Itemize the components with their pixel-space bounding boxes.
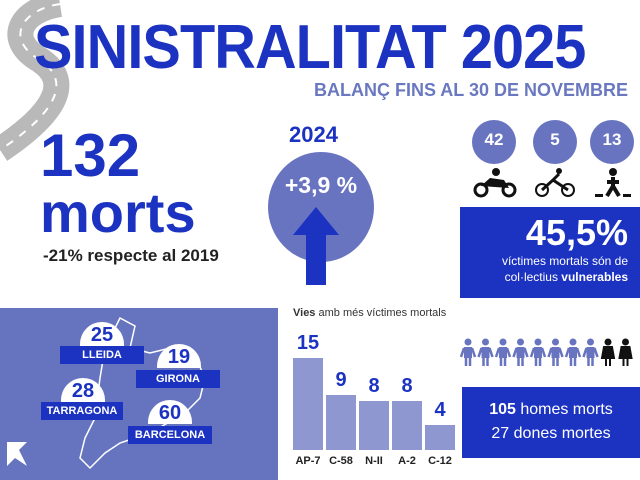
man-icon xyxy=(564,338,582,366)
man-icon xyxy=(460,338,477,366)
bar-label: C-58 xyxy=(329,455,353,467)
bar-label: A-2 xyxy=(398,455,416,467)
tarragona-label: TARRAGONA xyxy=(41,402,123,420)
man-icon xyxy=(494,338,512,366)
pedestrian-count: 13 xyxy=(590,120,634,164)
bicycle-count: 5 xyxy=(533,120,577,164)
barcelona-label: BARCELONA xyxy=(128,426,212,444)
bar-AP-7 xyxy=(293,358,323,450)
bicycle-icon xyxy=(535,168,575,197)
man-icon xyxy=(512,338,529,366)
bar-label: AP-7 xyxy=(295,455,321,467)
change-percent: +3,9 % xyxy=(284,172,358,198)
total-deaths: 132 xyxy=(40,122,141,189)
women-line: 27 dones mortes xyxy=(491,425,611,442)
vulnerable-box: 45,5% víctimes mortals són de col·lectiu… xyxy=(460,207,640,298)
man-icon xyxy=(529,338,547,366)
gender-pictogram xyxy=(460,338,633,366)
vulnerable-percent: 45,5% xyxy=(525,212,628,253)
bar-C-12 xyxy=(425,425,455,450)
page-title: SINISTRALITAT 2025 xyxy=(34,13,586,82)
province-map-panel: 25 LLEIDA 19 GIRONA 28 TARRAGONA 60 BARC… xyxy=(0,308,278,480)
bar-value: 4 xyxy=(434,399,446,422)
motorcycle-count: 42 xyxy=(472,120,516,164)
woman-icon xyxy=(618,338,633,366)
lleida-label: LLEIDA xyxy=(60,346,144,364)
motorcycle-icon xyxy=(473,168,517,198)
vulnerable-text-bold: vulnerables xyxy=(561,270,628,284)
bar-N-II xyxy=(359,400,389,450)
total-deaths-unit: morts xyxy=(40,181,196,244)
logo-icon xyxy=(7,442,27,466)
girona-label: GIRONA xyxy=(136,370,220,388)
catalonia-map-outline xyxy=(79,316,206,470)
bar-C-58 xyxy=(326,394,356,450)
men-value: 105 xyxy=(489,401,516,418)
man-icon xyxy=(547,338,564,366)
men-label: homes morts xyxy=(515,401,613,418)
compare-year: 2024 xyxy=(289,122,338,147)
bar-A-2 xyxy=(392,400,422,450)
woman-icon xyxy=(600,338,616,366)
vulnerable-text-1: víctimes mortals són de xyxy=(501,254,628,268)
vulnerable-text-2: col·lectius xyxy=(504,270,562,284)
road-illustration xyxy=(0,0,70,161)
bar-value: 8 xyxy=(401,374,413,397)
chart-title: Vies amb més víctimes mortals xyxy=(293,307,447,319)
bar-value: 8 xyxy=(368,374,380,397)
bar-value: 9 xyxy=(335,368,347,391)
comparison-2019: -21% respecte al 2019 xyxy=(43,246,219,265)
man-icon xyxy=(477,338,494,366)
bar-label: C-12 xyxy=(428,455,452,467)
man-icon xyxy=(582,338,599,366)
arrow-up-icon xyxy=(293,207,339,285)
bar-label: N-II xyxy=(365,455,383,467)
pedestrian-icon xyxy=(595,168,631,198)
subtitle: BALANÇ FINS AL 30 DE NOVEMBRE xyxy=(313,80,628,100)
gender-box: 105 homes morts 27 dones mortes xyxy=(462,387,640,458)
bar-value: 15 xyxy=(296,332,320,354)
